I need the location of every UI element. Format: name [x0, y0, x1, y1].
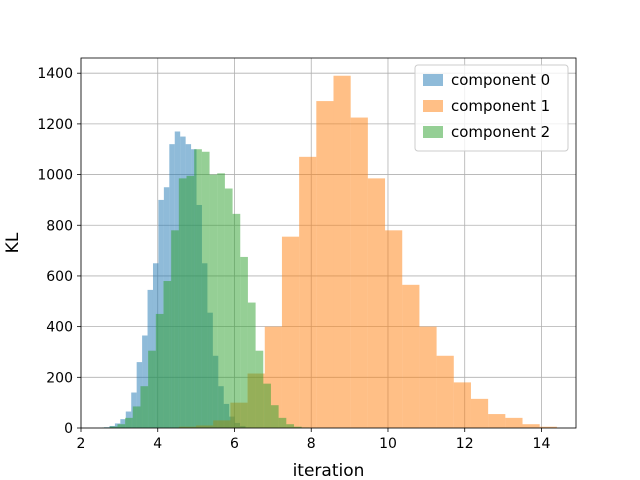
- histogram-bar: [333, 75, 351, 429]
- y-tick-label: 800: [46, 218, 73, 234]
- histogram-bar: [453, 382, 471, 428]
- x-tick-label: 8: [307, 436, 316, 452]
- series-2-bars: [102, 149, 310, 428]
- histogram-bar: [522, 424, 540, 428]
- x-tick-label: 2: [77, 436, 86, 452]
- y-tick-label: 1400: [37, 66, 73, 82]
- series-1-bars: [178, 75, 557, 429]
- legend-box: [414, 64, 569, 152]
- histogram-bar: [136, 362, 143, 428]
- histogram-bar: [270, 405, 279, 428]
- histogram-bar: [278, 417, 287, 428]
- histogram-bar: [232, 213, 241, 428]
- histogram-bar: [488, 414, 506, 428]
- legend-swatch: [423, 74, 443, 86]
- histogram-bar: [402, 284, 420, 428]
- x-tick-label: 12: [456, 436, 474, 452]
- histogram-bar: [505, 417, 523, 428]
- histogram-bar: [209, 174, 218, 428]
- y-tick-label: 200: [46, 370, 73, 386]
- histogram-bar: [120, 419, 126, 428]
- histogram-bar: [217, 173, 225, 428]
- histogram-bar: [186, 175, 195, 428]
- histogram-bar: [178, 178, 187, 428]
- histogram-bar: [255, 350, 264, 428]
- histogram-bar: [436, 355, 454, 428]
- histogram-bar: [367, 178, 386, 428]
- histogram-bar: [140, 386, 149, 428]
- y-tick-label: 600: [46, 269, 73, 285]
- histogram-bar: [155, 313, 164, 428]
- plot-area-frame: [80, 57, 577, 429]
- histogram-bar: [224, 188, 233, 428]
- y-tick-label: 400: [46, 320, 73, 336]
- histogram-bar: [263, 383, 271, 428]
- histogram-bar: [539, 426, 557, 428]
- histogram-bars: [102, 75, 557, 429]
- y-axis-label: KL: [3, 232, 23, 253]
- histogram-bar: [117, 424, 126, 428]
- histogram-bar: [470, 398, 489, 428]
- x-tick-label: 6: [230, 436, 239, 452]
- legend-label: component 1: [451, 97, 550, 115]
- legend-label: component 2: [451, 123, 550, 141]
- histogram-bar: [171, 230, 179, 428]
- histogram-bar: [385, 230, 403, 428]
- x-tick-label: 14: [533, 436, 551, 452]
- histogram-bar: [142, 335, 148, 428]
- histogram-bar: [247, 302, 256, 428]
- axis-ticks: 2 4 6 8 10 12 14 0 200 400 600 800 1000 1200 1400: [37, 66, 550, 452]
- histogram-bar: [148, 350, 156, 428]
- histogram-bar: [316, 101, 334, 429]
- legend-label: component 0: [451, 71, 550, 89]
- histogram-bar: [109, 426, 118, 428]
- histogram-bar: [240, 256, 248, 428]
- histogram-bar: [152, 263, 159, 428]
- histogram-bar: [125, 417, 133, 428]
- x-tick-label: 4: [153, 436, 162, 452]
- histogram-bar: [281, 236, 300, 428]
- legend: component 0 component 1 component 2: [414, 64, 569, 152]
- histogram-bar: [132, 406, 141, 428]
- y-tick-label: 1200: [37, 117, 73, 133]
- histogram-bar: [194, 149, 202, 428]
- legend-swatch: [423, 126, 443, 138]
- histogram-bar: [419, 326, 437, 428]
- histogram-bar: [293, 426, 302, 428]
- histogram-bar: [350, 117, 368, 428]
- histogram-bar: [163, 281, 172, 428]
- histogram-bar: [286, 424, 294, 428]
- y-tick-label: 1000: [37, 168, 73, 184]
- y-tick-label: 0: [64, 421, 73, 437]
- legend-swatch: [423, 100, 443, 112]
- x-tick-label: 10: [379, 436, 397, 452]
- histogram-bar: [299, 156, 317, 428]
- histogram-bar: [201, 151, 210, 428]
- x-axis-label: iteration: [293, 461, 365, 480]
